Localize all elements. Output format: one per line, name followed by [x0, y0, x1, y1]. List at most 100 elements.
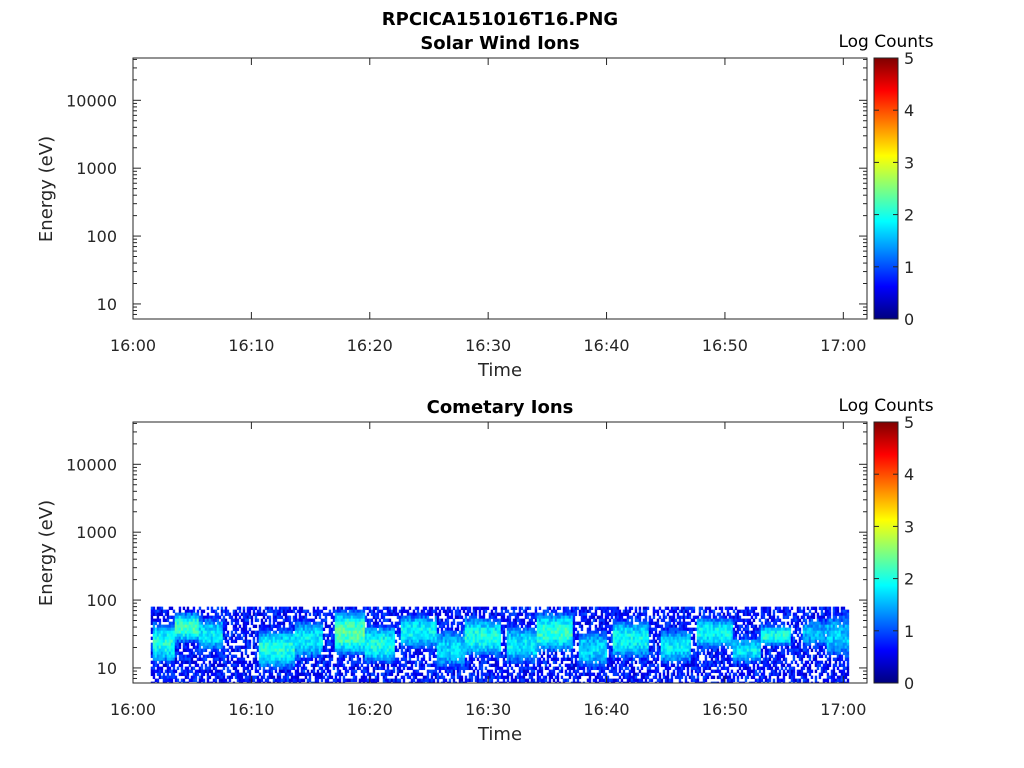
heatmap-cell	[330, 645, 334, 650]
heatmap-cell	[310, 624, 314, 629]
heatmap-cell	[394, 660, 398, 665]
heatmap-cell	[260, 633, 264, 638]
heatmap-cell	[262, 612, 266, 617]
heatmap-cell	[308, 678, 312, 683]
heatmap-cell	[488, 648, 492, 653]
heatmap-cell	[380, 627, 384, 632]
heatmap-cell	[552, 633, 556, 638]
heatmap-cell	[438, 624, 442, 629]
heatmap-cell	[634, 618, 638, 623]
heatmap-cell	[598, 678, 602, 683]
heatmap-cell	[438, 660, 442, 665]
heatmap-cell	[214, 666, 218, 671]
heatmap-cell	[354, 609, 358, 614]
heatmap-cell	[492, 618, 496, 623]
heatmap-cell	[362, 660, 366, 665]
heatmap-cell	[398, 642, 402, 647]
heatmap-cell	[164, 624, 168, 629]
heatmap-cell	[328, 660, 332, 665]
heatmap-cell	[622, 669, 626, 674]
heatmap-cell	[430, 648, 434, 653]
heatmap-cell	[344, 609, 348, 614]
heatmap-cell	[558, 639, 562, 644]
heatmap-cell	[600, 606, 604, 611]
heatmap-cell	[502, 624, 506, 629]
heatmap-cell	[176, 651, 180, 656]
heatmap-cell	[594, 678, 598, 683]
heatmap-cell	[294, 630, 298, 635]
heatmap-cell	[596, 666, 600, 671]
heatmap-cell	[350, 609, 354, 614]
heatmap-cell	[300, 624, 304, 629]
heatmap-cell	[492, 630, 496, 635]
heatmap-cell	[530, 627, 534, 632]
heatmap-cell	[612, 630, 616, 635]
heatmap-cell	[522, 618, 526, 623]
heatmap-cell	[440, 663, 444, 668]
heatmap-cell	[472, 663, 476, 668]
heatmap-cell	[246, 618, 250, 623]
heatmap-cell	[570, 648, 574, 653]
heatmap-cell	[496, 651, 500, 656]
heatmap-cell	[552, 618, 556, 623]
heatmap-cell	[466, 621, 470, 626]
heatmap-cell	[390, 672, 394, 677]
heatmap-cell	[174, 615, 178, 620]
heatmap-cell	[184, 642, 188, 647]
heatmap-cell	[446, 681, 450, 683]
heatmap-cell	[266, 633, 270, 638]
heatmap-cell	[342, 618, 346, 623]
heatmap-cell	[508, 618, 512, 623]
heatmap-cell	[552, 624, 556, 629]
heatmap-cell	[186, 681, 190, 683]
heatmap-cell	[600, 645, 604, 650]
heatmap-cell	[218, 615, 222, 620]
heatmap-cell	[178, 651, 182, 656]
heatmap-cell	[478, 678, 482, 683]
heatmap-cell	[484, 636, 488, 641]
heatmap-cell	[184, 609, 188, 614]
heatmap-cell	[224, 654, 228, 659]
heatmap-cell	[284, 606, 288, 611]
heatmap-cell	[384, 642, 388, 647]
heatmap-cell	[248, 669, 252, 674]
heatmap-cell	[262, 651, 266, 656]
heatmap-cell	[246, 639, 250, 644]
heatmap-cell	[186, 660, 190, 665]
heatmap-cell	[220, 618, 224, 623]
heatmap-cell	[172, 639, 176, 644]
heatmap-cell	[350, 666, 354, 671]
colorbar-tick-label: 0	[904, 310, 914, 329]
heatmap-cell	[276, 651, 280, 656]
heatmap-cell	[362, 651, 366, 656]
x-tick-label: 16:30	[465, 336, 511, 355]
heatmap-cell	[596, 642, 600, 647]
heatmap-cell	[282, 639, 286, 644]
heatmap-cell	[538, 660, 542, 665]
heatmap-cell	[252, 657, 256, 662]
heatmap-cell	[442, 654, 446, 659]
heatmap-cell	[500, 612, 504, 617]
heatmap-cell	[592, 648, 596, 653]
heatmap-cell	[156, 642, 160, 647]
heatmap-cell	[170, 648, 174, 653]
heatmap-cell	[154, 636, 158, 641]
heatmap-cell	[168, 651, 172, 656]
heatmap-cell	[610, 648, 614, 653]
heatmap-cell	[394, 612, 398, 617]
heatmap-cell	[392, 651, 396, 656]
heatmap-cell	[304, 657, 308, 662]
heatmap-cell	[548, 606, 552, 611]
heatmap-cell	[548, 675, 552, 680]
heatmap-cell	[208, 615, 212, 620]
heatmap-cell	[232, 639, 236, 644]
heatmap-cell	[482, 660, 486, 665]
heatmap-cell	[184, 633, 188, 638]
heatmap-cell	[428, 627, 432, 632]
heatmap-cell	[272, 615, 276, 620]
heatmap-cell	[200, 609, 204, 614]
heatmap-cell	[288, 681, 292, 683]
heatmap-cell	[624, 651, 628, 656]
heatmap-cell	[396, 621, 400, 626]
heatmap-cell	[470, 651, 474, 656]
